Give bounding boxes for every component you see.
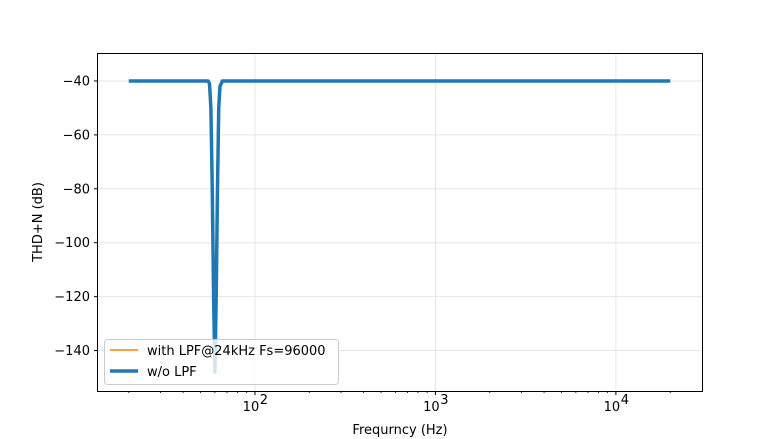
x-tick-exponent: 2 [260,393,268,408]
y-axis-title: THD+N (dB) [31,182,46,263]
x-axis-title: Frequrncy (Hz) [352,423,447,438]
y-tick-label: −140 [54,344,90,359]
legend-label-wo-lpf: w/o LPF [147,365,197,380]
legend-label-with-lpf: with LPF@24kHz Fs=96000 [147,344,326,359]
y-tick-label: −60 [63,128,90,143]
x-tick-label: 10 [604,400,621,415]
legend: with LPF@24kHz Fs=96000 w/o LPF [104,339,339,385]
legend-box [104,339,339,385]
plot-frame [97,53,703,392]
x-tick-exponent: 3 [440,393,448,408]
y-tick-label: −40 [63,74,90,89]
series-line-1 [128,79,671,374]
y-tick-label: −80 [63,182,90,197]
x-tick-label: 10 [243,400,260,415]
x-tick-exponent: 4 [621,393,629,408]
series-layer [128,79,671,374]
y-tick-label: −100 [54,236,90,251]
x-tick-label: 10 [423,400,440,415]
y-tick-label: −120 [54,290,90,305]
